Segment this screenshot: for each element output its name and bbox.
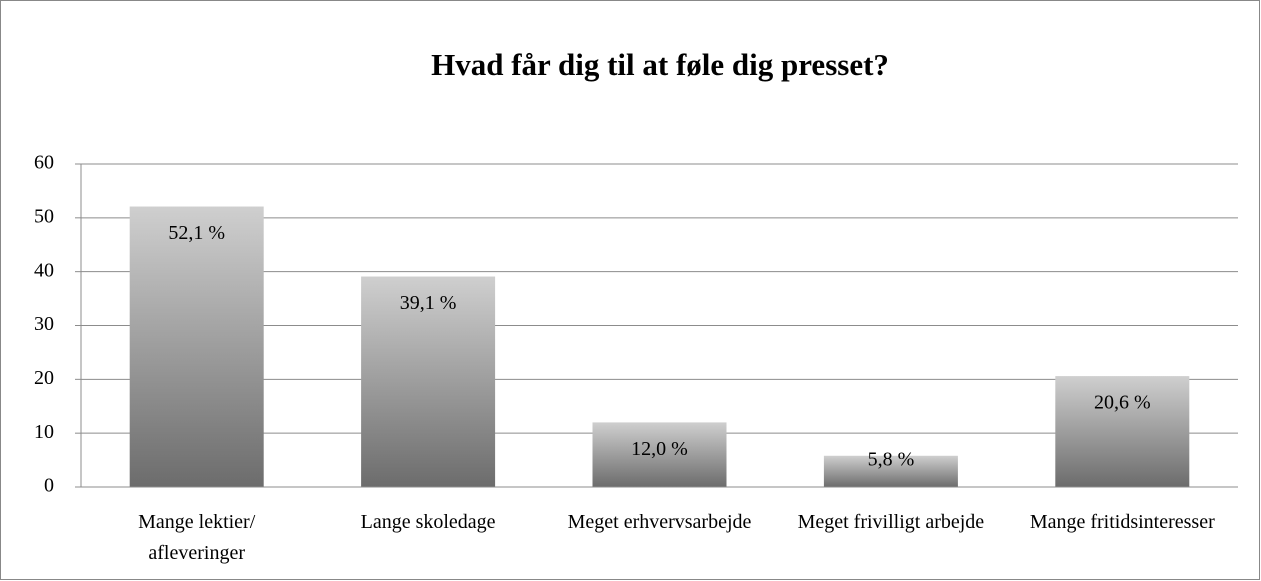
y-tick-label: 60 <box>34 152 54 174</box>
value-label: 5,8 % <box>868 449 915 471</box>
y-tick-label: 0 <box>44 475 54 497</box>
bar <box>1055 376 1190 487</box>
value-label: 20,6 % <box>1094 392 1151 414</box>
bar <box>129 206 264 488</box>
y-tick-label: 20 <box>34 367 54 389</box>
x-tick-label: Meget frivilligt arbejde <box>797 511 985 533</box>
value-label: 52,1 % <box>168 222 225 244</box>
x-tick-label: Lange skoledage <box>360 511 496 533</box>
bar <box>592 422 727 487</box>
y-tick-label: 10 <box>34 421 54 443</box>
x-tick-label: Mange fritidsinteresser <box>1029 511 1215 533</box>
chart-title: Hvad får dig til at føle dig presset? <box>431 47 889 82</box>
y-tick-label: 30 <box>34 313 54 335</box>
value-label: 39,1 % <box>400 292 457 314</box>
bar <box>823 455 958 487</box>
x-tick-label: Meget erhvervsarbejde <box>567 511 752 533</box>
x-tick-label: Mange lektier/ afleveringer <box>138 511 256 564</box>
y-tick-label: 40 <box>34 259 54 281</box>
bar <box>361 276 496 487</box>
y-tick-label: 50 <box>34 205 54 227</box>
value-label: 12,0 % <box>631 438 688 460</box>
